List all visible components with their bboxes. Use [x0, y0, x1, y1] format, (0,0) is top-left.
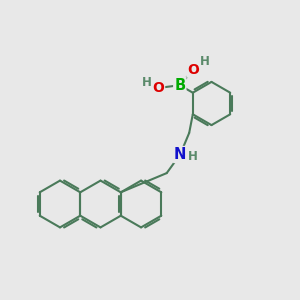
Text: O: O	[188, 63, 199, 76]
Text: H: H	[200, 55, 210, 68]
Text: H: H	[142, 76, 152, 89]
Text: O: O	[152, 81, 164, 94]
Text: B: B	[174, 78, 185, 93]
Text: H: H	[188, 149, 198, 163]
Text: N: N	[174, 147, 186, 162]
